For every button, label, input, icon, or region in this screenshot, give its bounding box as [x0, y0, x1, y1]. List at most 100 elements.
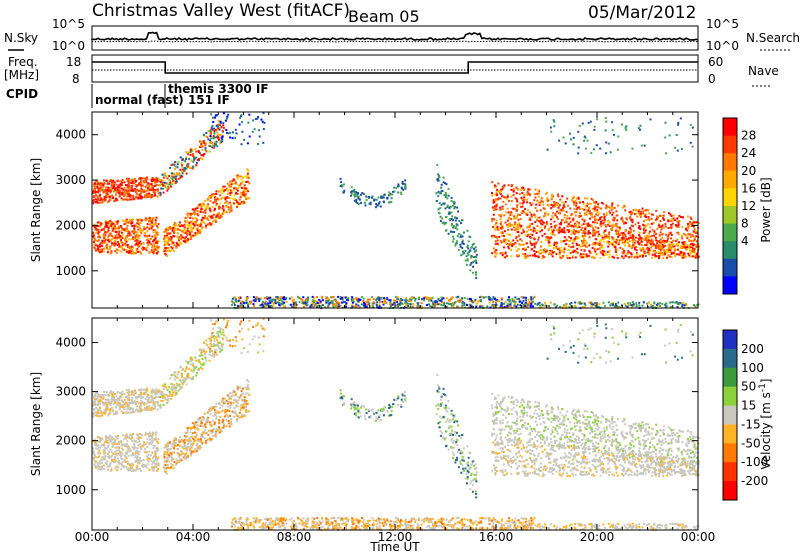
power-cell: [170, 175, 173, 177]
power-cell: [227, 206, 230, 209]
power-cell: [641, 255, 644, 258]
power-cell: [499, 231, 502, 234]
power-cell: [332, 303, 335, 306]
power-cell: [378, 300, 381, 303]
power-cell: [634, 239, 637, 242]
power-cell: [266, 302, 269, 305]
power-cell: [197, 158, 200, 161]
power-cell: [573, 304, 576, 307]
power-cell: [185, 158, 187, 161]
power-cell: [542, 207, 545, 210]
velocity-cell: [147, 408, 150, 411]
power-cell: [674, 254, 677, 257]
power-cell: [537, 256, 540, 259]
power-cell: [696, 230, 699, 233]
power-cell: [179, 168, 182, 171]
power-cell: [102, 191, 105, 194]
power-cell: [517, 298, 520, 301]
power-cell: [427, 297, 429, 300]
power-cell: [238, 203, 241, 205]
power-cell: [456, 217, 458, 220]
power-cell: [563, 248, 566, 251]
power-cell: [94, 243, 97, 246]
power-cell: [179, 243, 182, 245]
power-heatmap: [92, 112, 700, 310]
power-cell: [692, 220, 695, 223]
power-cell: [109, 247, 112, 250]
power-cell: [643, 224, 646, 227]
power-cell: [148, 189, 151, 192]
power-cell: [437, 303, 440, 306]
power-cell: [359, 193, 362, 196]
power-cell: [674, 240, 677, 242]
power-cell: [452, 237, 455, 240]
power-cell: [607, 245, 610, 248]
power-cell: [548, 227, 551, 230]
power-cell: [358, 198, 361, 201]
power-cell: [572, 245, 575, 248]
power-cell: [393, 190, 396, 193]
power-cell: [624, 244, 626, 247]
power-cell: [529, 217, 532, 220]
power-cell: [144, 185, 147, 188]
power-cell: [588, 244, 591, 247]
power-cell: [275, 297, 278, 300]
power-cell: [631, 301, 634, 304]
power-cell: [472, 261, 475, 264]
power-cell: [180, 162, 183, 165]
power-cell: [560, 256, 563, 259]
power-cell: [198, 210, 200, 213]
power-cell: [524, 305, 527, 308]
power-cell: [332, 305, 335, 308]
noise-right-tick-high: 10^5: [706, 17, 739, 31]
power-cell: [682, 256, 685, 259]
power-cell: [187, 164, 190, 167]
power-cell: [337, 301, 339, 304]
power-cell: [127, 195, 130, 197]
power-cell: [584, 244, 587, 247]
power-cell: [469, 269, 472, 272]
power-cell: [533, 199, 536, 202]
power-cell: [526, 230, 529, 233]
power-cell: [136, 222, 139, 225]
power-cell: [182, 224, 185, 227]
power-cell: [224, 202, 226, 205]
power-cell: [669, 231, 672, 234]
power-cell: [257, 116, 259, 118]
power-cell: [660, 242, 663, 245]
power-cell: [658, 254, 661, 257]
power-cell: [245, 301, 248, 304]
power-cell: [569, 239, 572, 242]
velocity-cell: [119, 406, 122, 409]
power-cell: [496, 225, 499, 228]
power-cell: [654, 256, 657, 259]
power-cell: [112, 179, 115, 182]
power-cell: [163, 239, 166, 242]
power-cell: [494, 204, 497, 207]
power-cell: [587, 225, 590, 227]
power-cell: [137, 250, 139, 253]
power-cell: [686, 229, 689, 232]
power-cell: [204, 148, 207, 151]
power-cell: [130, 245, 133, 248]
power-cell: [672, 239, 675, 242]
power-cell: [600, 201, 603, 204]
power-cell: [563, 205, 566, 208]
power-cell: [376, 204, 379, 207]
power-cell: [572, 217, 575, 220]
power-cell: [639, 228, 642, 231]
power-cell: [152, 231, 155, 234]
power-cell: [532, 226, 535, 229]
power-cell: [555, 306, 557, 309]
power-cell: [663, 249, 666, 252]
power-cell: [206, 199, 209, 202]
power-cell: [351, 299, 354, 302]
power-cell: [388, 191, 391, 194]
power-cell: [130, 182, 133, 184]
power-cell: [629, 227, 632, 230]
power-cell: [203, 134, 206, 137]
power-cell: [506, 195, 509, 198]
power-cell: [261, 301, 264, 304]
power-cell: [261, 306, 264, 309]
power-cell: [341, 298, 344, 301]
